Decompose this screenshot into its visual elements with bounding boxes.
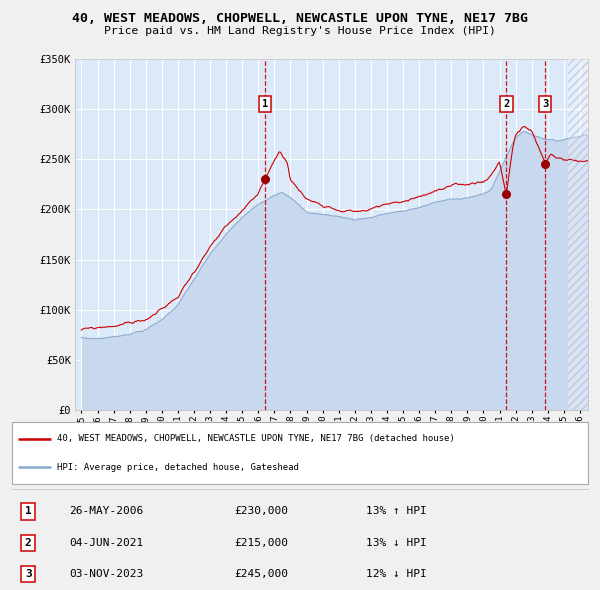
Text: 13% ↓ HPI: 13% ↓ HPI bbox=[366, 538, 427, 548]
Text: 3: 3 bbox=[542, 99, 548, 109]
Text: £245,000: £245,000 bbox=[234, 569, 288, 579]
FancyBboxPatch shape bbox=[12, 422, 588, 484]
Text: 13% ↑ HPI: 13% ↑ HPI bbox=[366, 506, 427, 516]
Text: 40, WEST MEADOWS, CHOPWELL, NEWCASTLE UPON TYNE, NE17 7BG: 40, WEST MEADOWS, CHOPWELL, NEWCASTLE UP… bbox=[72, 12, 528, 25]
Text: 26-MAY-2006: 26-MAY-2006 bbox=[69, 506, 143, 516]
Text: 3: 3 bbox=[25, 569, 32, 579]
Text: 12% ↓ HPI: 12% ↓ HPI bbox=[366, 569, 427, 579]
Text: 1: 1 bbox=[25, 506, 32, 516]
Text: 03-NOV-2023: 03-NOV-2023 bbox=[69, 569, 143, 579]
Text: 40, WEST MEADOWS, CHOPWELL, NEWCASTLE UPON TYNE, NE17 7BG (detached house): 40, WEST MEADOWS, CHOPWELL, NEWCASTLE UP… bbox=[57, 434, 455, 443]
Text: Price paid vs. HM Land Registry's House Price Index (HPI): Price paid vs. HM Land Registry's House … bbox=[104, 26, 496, 36]
Text: HPI: Average price, detached house, Gateshead: HPI: Average price, detached house, Gate… bbox=[57, 463, 299, 471]
Text: 2: 2 bbox=[25, 538, 32, 548]
Text: 04-JUN-2021: 04-JUN-2021 bbox=[69, 538, 143, 548]
Text: 2: 2 bbox=[503, 99, 509, 109]
Text: 1: 1 bbox=[262, 99, 268, 109]
Text: £230,000: £230,000 bbox=[234, 506, 288, 516]
Text: £215,000: £215,000 bbox=[234, 538, 288, 548]
